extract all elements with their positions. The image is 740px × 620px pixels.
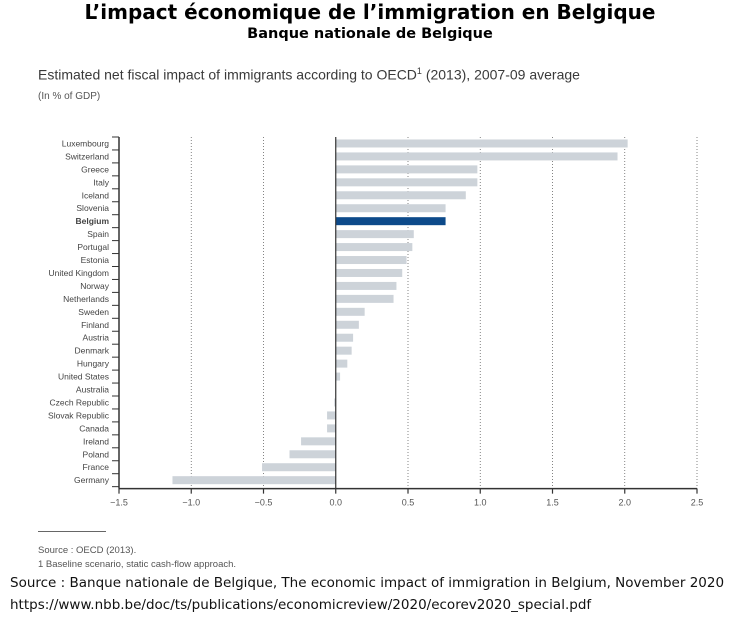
citation-url[interactable]: https://www.nbb.be/doc/ts/publications/e… xyxy=(10,597,592,613)
bar-norway xyxy=(335,281,397,290)
bar-austria xyxy=(335,333,354,342)
chart-title-footnote-mark: 1 xyxy=(416,66,422,76)
page-subtitle: Banque nationale de Belgique xyxy=(247,26,493,42)
page-title: L’impact économique de l’immigration en … xyxy=(84,0,656,24)
bar-ireland xyxy=(301,437,336,446)
chart-title: Estimated net fiscal impact of immigrant… xyxy=(38,66,580,83)
chart-title-suffix: (2013), 2007-09 average xyxy=(421,66,580,83)
category-label: Germany xyxy=(74,475,110,485)
category-label: Luxembourg xyxy=(62,138,110,148)
bar-switzerland xyxy=(335,152,618,161)
category-label: Australia xyxy=(76,385,109,395)
category-label: Norway xyxy=(80,281,110,291)
bar-france xyxy=(262,463,336,472)
category-label: Sweden xyxy=(78,307,109,317)
bar-denmark xyxy=(335,346,352,355)
bar-hungary xyxy=(335,359,348,368)
category-label: Hungary xyxy=(77,359,110,369)
bar-iceland xyxy=(335,191,466,200)
bar-portugal xyxy=(335,243,413,252)
x-tick-label: −0.5 xyxy=(255,498,273,508)
bar-germany xyxy=(172,476,336,485)
category-label: United Kingdom xyxy=(49,268,109,278)
bar-chart: −1.5 −1.0 −0.5 0.0 0.5 1.0 1.5 2.0 2.5 Luxembourg… xyxy=(48,136,704,508)
bar-poland xyxy=(289,450,336,459)
bar-spain xyxy=(335,230,414,239)
category-label: Slovenia xyxy=(76,203,109,213)
x-tick-label: −1.5 xyxy=(110,498,128,508)
category-label: Italy xyxy=(93,177,109,187)
category-label: Greece xyxy=(81,164,109,174)
bar-united-states xyxy=(335,372,341,381)
category-label: Slovak Republic xyxy=(48,410,110,420)
bar-slovak-republic xyxy=(327,411,336,420)
bar-slovenia xyxy=(335,204,446,213)
category-label: Iceland xyxy=(82,190,110,200)
category-label: France xyxy=(83,462,110,472)
bar-sweden xyxy=(335,307,365,316)
footnote-note: 1 Baseline scenario, static cash-flow ap… xyxy=(38,559,237,570)
bar-united-kingdom xyxy=(335,268,403,277)
category-label: Netherlands xyxy=(63,294,109,304)
category-label: Switzerland xyxy=(65,151,109,161)
category-label: Canada xyxy=(79,423,109,433)
category-label: Spain xyxy=(87,229,109,239)
footnote-divider xyxy=(38,531,106,532)
x-tick-label: 0.0 xyxy=(329,498,342,508)
chart-unit-label: (In % of GDP) xyxy=(38,91,101,102)
x-tick-label: 1.5 xyxy=(546,498,559,508)
x-tick-label: 0.5 xyxy=(402,498,415,508)
bar-luxembourg xyxy=(335,139,628,148)
x-tick-label: −1.0 xyxy=(182,498,200,508)
bar-finland xyxy=(335,320,359,329)
category-label: Portugal xyxy=(77,242,109,252)
bar-greece xyxy=(335,165,478,174)
category-label: Czech Republic xyxy=(49,397,109,407)
category-label: Estonia xyxy=(81,255,110,265)
citation-source: Source : Banque nationale de Belgique, T… xyxy=(10,575,725,591)
bar-czech-republic xyxy=(334,398,336,407)
bar-estonia xyxy=(335,256,407,265)
footnote-source: Source : OECD (2013). xyxy=(38,545,137,556)
category-label: Poland xyxy=(83,449,110,459)
bar-belgium xyxy=(335,217,446,226)
category-label: Ireland xyxy=(83,436,109,446)
category-label: Austria xyxy=(83,333,110,343)
category-label: Finland xyxy=(81,320,109,330)
x-tick-label: 2.0 xyxy=(618,498,631,508)
bar-italy xyxy=(335,178,478,187)
chart-title-text: Estimated net fiscal impact of immigrant… xyxy=(38,66,417,83)
bar-netherlands xyxy=(335,294,394,303)
x-tick-label: 1.0 xyxy=(474,498,487,508)
category-label: Belgium xyxy=(75,216,109,226)
category-label: Denmark xyxy=(75,346,110,356)
x-tick-label: 2.5 xyxy=(691,498,704,508)
bar-canada xyxy=(327,424,336,433)
category-label: United States xyxy=(58,372,109,382)
